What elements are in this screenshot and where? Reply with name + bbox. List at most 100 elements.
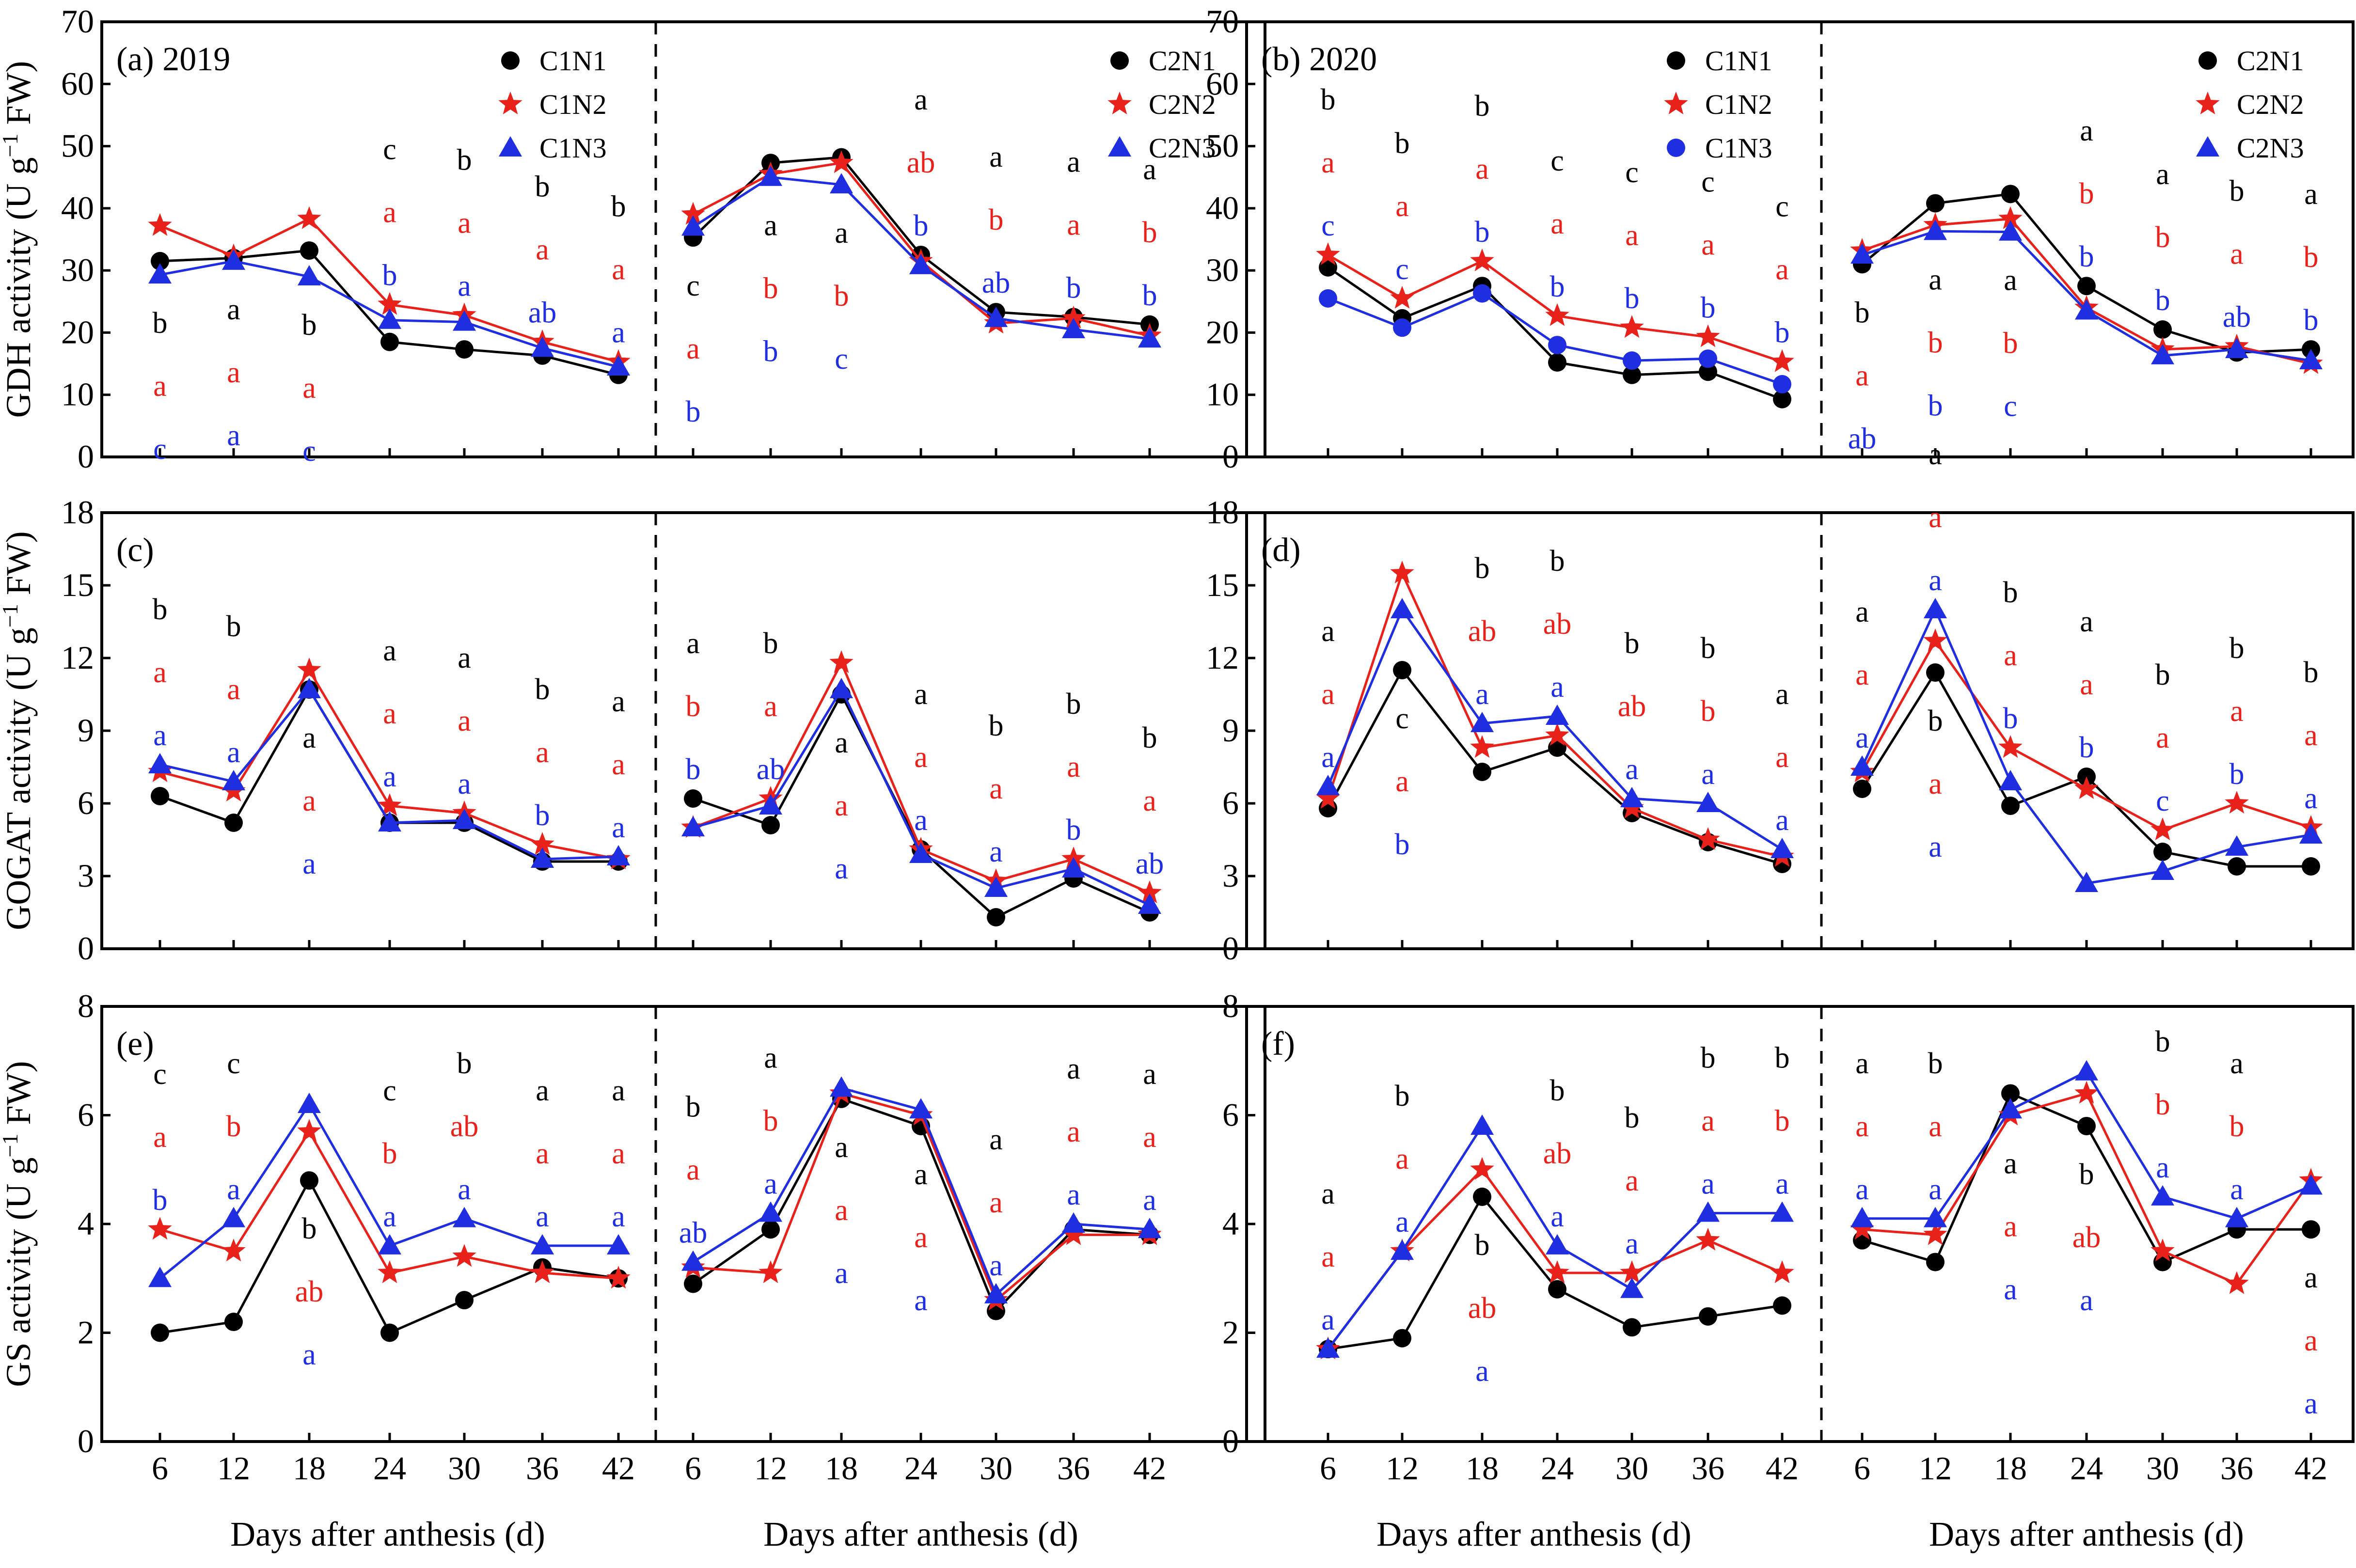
y-tick-label: 15 — [1206, 566, 1239, 603]
significance-letter: c — [1321, 209, 1335, 242]
significance-letter: a — [989, 835, 1003, 868]
marker-triangle — [1696, 1201, 1720, 1222]
marker-star — [2150, 1239, 2175, 1262]
marker-star — [378, 292, 402, 315]
legend-label: C2N1 — [2237, 45, 2304, 77]
x-axis-label: Days after anthesis (d) — [1376, 1515, 1692, 1553]
marker-triangle — [2196, 136, 2219, 157]
y-tick-label: 0 — [78, 1423, 94, 1459]
significance-letter: b — [1142, 279, 1157, 312]
marker-star — [2074, 776, 2099, 799]
significance-letter: a — [1701, 758, 1715, 791]
significance-letter: b — [1395, 127, 1410, 160]
significance-letter: a — [1929, 438, 1942, 471]
x-tick-label: 12 — [217, 1450, 250, 1487]
marker-star — [1545, 1260, 1569, 1284]
significance-letter: a — [1475, 1355, 1489, 1388]
significance-letter: b — [2304, 304, 2319, 337]
marker-circle — [761, 816, 780, 834]
significance-letter: b — [1775, 1042, 1790, 1075]
significance-letter: b — [1625, 282, 1640, 315]
significance-letter: a — [536, 234, 549, 267]
significance-letter: a — [1775, 804, 1789, 837]
marker-triangle — [1771, 838, 1794, 858]
marker-star — [1470, 735, 1494, 758]
significance-letter: a — [612, 1137, 625, 1170]
marker-circle — [1699, 1307, 1717, 1326]
significance-letter: a — [1143, 784, 1156, 817]
significance-letter: b — [382, 1137, 397, 1170]
marker-star — [297, 658, 321, 680]
significance-letter: b — [1321, 83, 1336, 116]
marker-star — [1620, 315, 1644, 338]
significance-letter: a — [1775, 741, 1789, 774]
significance-letter: a — [989, 141, 1003, 173]
marker-circle — [1699, 349, 1717, 368]
marker-circle — [2153, 320, 2172, 339]
significance-letter: a — [914, 678, 928, 711]
x-tick-label: 24 — [2070, 1450, 2103, 1487]
y-tick-label: 2 — [1222, 1314, 1239, 1351]
y-tick-label: 9 — [78, 712, 94, 749]
significance-letter: a — [458, 1173, 471, 1206]
marker-circle — [1773, 390, 1791, 408]
marker-triangle — [909, 843, 933, 863]
marker-triangle — [1062, 1212, 1085, 1233]
significance-letter: b — [2230, 632, 2245, 665]
significance-letter: b — [302, 1212, 317, 1245]
significance-letter: a — [1929, 564, 1942, 597]
x-tick-label: 36 — [2220, 1450, 2253, 1487]
x-tick-label: 6 — [685, 1450, 701, 1487]
marker-circle — [455, 340, 474, 359]
y-tick-label: 3 — [1222, 857, 1239, 894]
significance-letter: ab — [2072, 1221, 2101, 1254]
significance-letter: c — [383, 1074, 396, 1107]
legend-label: C2N2 — [2237, 89, 2304, 120]
x-tick-label: 30 — [2146, 1450, 2179, 1487]
significance-letter: a — [1855, 659, 1869, 691]
x-tick-label: 42 — [1133, 1450, 1166, 1487]
marker-star — [2225, 1271, 2249, 1294]
significance-letter: a — [1395, 1143, 1409, 1176]
marker-triangle — [148, 753, 172, 773]
significance-letter: a — [2304, 1387, 2318, 1420]
marker-circle — [1623, 1318, 1641, 1337]
y-tick-label: 70 — [61, 3, 94, 40]
marker-circle — [1393, 1329, 1411, 1348]
y-tick-label: 8 — [1222, 988, 1239, 1024]
significance-letter: a — [914, 1221, 928, 1254]
marker-triangle — [1850, 243, 1874, 264]
marker-triangle — [2151, 1185, 2174, 1206]
significance-letter: a — [2230, 238, 2244, 271]
significance-letter: a — [1395, 1206, 1409, 1239]
marker-triangle — [222, 249, 245, 270]
x-tick-label: 6 — [1854, 1450, 1870, 1487]
y-tick-label: 3 — [78, 857, 94, 894]
y-tick-label: 40 — [61, 189, 94, 226]
significance-letter: a — [2004, 1147, 2017, 1180]
significance-letter: a — [2004, 639, 2017, 672]
significance-letter: b — [2079, 177, 2094, 210]
marker-circle — [1548, 1280, 1566, 1299]
legend-label: C1N1 — [1705, 45, 1772, 77]
x-tick-label: 18 — [1466, 1450, 1499, 1487]
marker-triangle — [1850, 755, 1874, 776]
y-tick-label: 40 — [1206, 189, 1239, 226]
legend-label: C2N3 — [2237, 132, 2304, 164]
significance-letter: b — [1142, 216, 1157, 249]
y-tick-label: 20 — [61, 314, 94, 350]
y-tick-label: 6 — [78, 1097, 94, 1133]
marker-triangle — [2299, 349, 2323, 370]
significance-letter: c — [1550, 144, 1564, 177]
marker-circle — [380, 332, 399, 351]
significance-letter: b — [535, 673, 550, 706]
significance-letter: b — [302, 309, 317, 342]
marker-triangle — [2299, 823, 2323, 844]
marker-star — [759, 1260, 783, 1284]
marker-triangle — [222, 1207, 245, 1227]
marker-triangle — [2225, 835, 2248, 856]
significance-letter: a — [536, 736, 549, 769]
significance-letter: b — [153, 593, 168, 626]
y-axis-label: GS activity (U g−1 FW) — [0, 1061, 38, 1387]
y-tick-label: 8 — [78, 988, 94, 1024]
